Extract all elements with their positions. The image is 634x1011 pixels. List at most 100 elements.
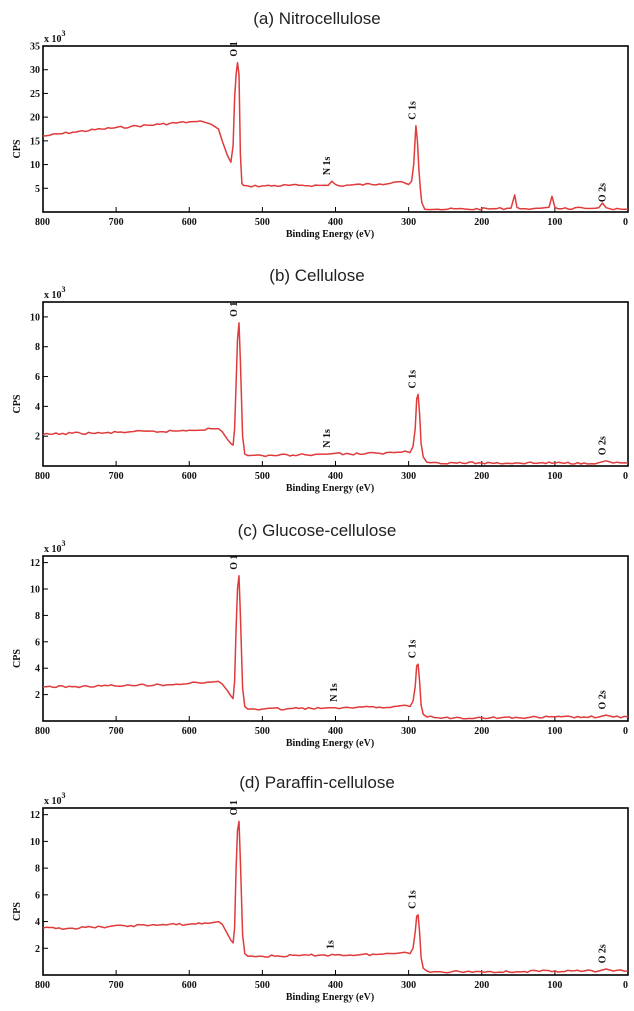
xps-spectrum-line	[42, 322, 629, 465]
y-axis-label: CPS	[12, 649, 23, 668]
y-tick-label: 6	[35, 372, 40, 383]
y-multiplier: x 103	[44, 791, 66, 807]
x-tick-label: 200	[474, 726, 489, 737]
x-tick-label: 800	[35, 980, 50, 991]
y-multiplier-base: x 10	[44, 796, 62, 807]
peak-label: O 2s	[598, 690, 609, 709]
y-multiplier: x 103	[44, 539, 66, 555]
panel-title: (b) Cellulose	[269, 266, 364, 285]
y-tick-label: 10	[30, 312, 40, 323]
plot-frame	[42, 45, 629, 213]
x-tick-label: 100	[547, 217, 562, 228]
y-multiplier-base: x 10	[44, 290, 62, 301]
x-tick-label: 700	[109, 726, 124, 737]
x-tick-label: 100	[547, 471, 562, 482]
x-tick-label: 800	[35, 471, 50, 482]
peak-label: O 1	[229, 41, 240, 56]
x-tick-label: 800	[35, 217, 50, 228]
peak-label: C 1s	[407, 890, 418, 909]
peak-label: O 2s	[598, 183, 609, 202]
x-tick-label: 500	[255, 726, 270, 737]
y-multiplier-exponent: 3	[62, 29, 66, 38]
x-tick-label: 600	[182, 471, 197, 482]
x-axis-label: Binding Energy (eV)	[286, 992, 374, 1003]
x-tick-label: 0	[623, 471, 628, 482]
peak-label: O 1	[229, 555, 240, 570]
x-tick-label: 700	[109, 980, 124, 991]
peak-label: O 1	[229, 302, 240, 317]
y-tick-label: 6	[35, 637, 40, 648]
y-tick-label: 2	[35, 690, 40, 701]
x-tick-label: 600	[182, 726, 197, 737]
y-tick-label: 30	[30, 65, 40, 76]
y-tick-label: 4	[35, 402, 40, 413]
y-tick-label: 4	[35, 917, 40, 928]
x-tick-label: 0	[623, 217, 628, 228]
xps-spectrum-line	[42, 820, 629, 974]
x-tick-label: 800	[35, 726, 50, 737]
y-tick-label: 8	[35, 342, 40, 353]
peak-label: C 1s	[407, 370, 418, 389]
x-tick-label: 200	[474, 217, 489, 228]
plot-frame	[42, 807, 629, 976]
peak-label: O 2s	[598, 944, 609, 963]
x-tick-label: 400	[328, 217, 343, 228]
peak-label: N 1s	[329, 683, 340, 702]
x-axis-label: Binding Energy (eV)	[286, 738, 374, 749]
panel-1: (b) Cellulose x 103 2 4 6 8 10 800 700 600 500 400 3…	[12, 266, 629, 494]
x-tick-label: 0	[623, 726, 628, 737]
x-tick-label: 200	[474, 471, 489, 482]
y-axis-label: CPS	[12, 139, 23, 158]
peak-label: O 2s	[598, 436, 609, 455]
x-tick-label: 500	[255, 471, 270, 482]
x-tick-label: 500	[255, 217, 270, 228]
y-multiplier: x 103	[44, 285, 66, 301]
peak-label: C 1s	[407, 640, 418, 659]
y-tick-label: 12	[30, 558, 40, 569]
panel-2: (c) Glucose-cellulose x 103 2 4 6 8 10 12 800 700…	[12, 521, 629, 749]
x-tick-label: 600	[182, 217, 197, 228]
peak-label: C 1s	[407, 101, 418, 120]
y-multiplier-base: x 10	[44, 34, 62, 45]
y-tick-label: 10	[30, 160, 40, 171]
y-tick-label: 15	[30, 136, 40, 147]
y-tick-label: 5	[35, 184, 40, 195]
panel-title: (c) Glucose-cellulose	[238, 521, 397, 540]
y-tick-label: 2	[35, 432, 40, 443]
y-tick-label: 10	[30, 585, 40, 596]
x-tick-label: 100	[547, 726, 562, 737]
x-axis-label: Binding Energy (eV)	[286, 483, 374, 494]
y-tick-label: 2	[35, 944, 40, 955]
panel-3: (d) Paraffin-cellulose x 103 2 4 6 8 10 12 800 70…	[12, 773, 629, 1003]
y-tick-label: 35	[30, 42, 40, 53]
x-tick-label: 100	[547, 980, 562, 991]
x-tick-label: 0	[623, 980, 628, 991]
peak-label: 1s	[326, 940, 337, 949]
plot-frame	[42, 301, 629, 467]
x-tick-label: 300	[401, 217, 416, 228]
x-tick-label: 400	[328, 980, 343, 991]
y-axis-label: CPS	[12, 394, 23, 413]
y-multiplier-exponent: 3	[62, 539, 66, 548]
x-tick-label: 500	[255, 980, 270, 991]
y-multiplier-base: x 10	[44, 544, 62, 555]
x-axis-label: Binding Energy (eV)	[286, 229, 374, 240]
x-tick-label: 300	[401, 980, 416, 991]
y-axis-label: CPS	[12, 902, 23, 921]
x-tick-label: 400	[328, 471, 343, 482]
y-tick-label: 6	[35, 890, 40, 901]
y-tick-label: 8	[35, 611, 40, 622]
xps-spectrum-line	[43, 575, 629, 720]
y-multiplier: x 103	[44, 29, 66, 45]
xps-spectrum-line	[42, 61, 628, 211]
y-tick-label: 8	[35, 864, 40, 875]
panel-title: (a) Nitrocellulose	[253, 9, 381, 28]
y-tick-label: 10	[30, 837, 40, 848]
y-multiplier-exponent: 3	[62, 791, 66, 800]
panel-title: (d) Paraffin-cellulose	[239, 773, 395, 792]
peak-label: O 1	[229, 800, 240, 815]
x-tick-label: 700	[109, 471, 124, 482]
x-tick-label: 700	[109, 217, 124, 228]
